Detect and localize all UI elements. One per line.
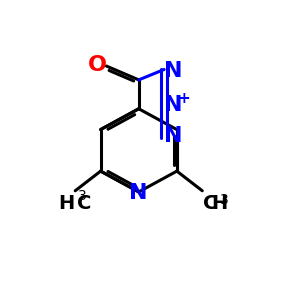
Text: 3: 3 [77,190,86,203]
Text: N: N [164,61,182,81]
Text: C: C [203,194,218,213]
Text: 3: 3 [220,194,228,207]
Text: H: H [58,194,74,213]
Text: O: O [88,55,107,75]
Text: N: N [164,95,182,115]
Text: C: C [77,194,92,213]
Text: N: N [130,183,148,203]
Text: +: + [177,91,190,106]
Text: N: N [164,127,182,146]
Text: H: H [212,194,228,213]
